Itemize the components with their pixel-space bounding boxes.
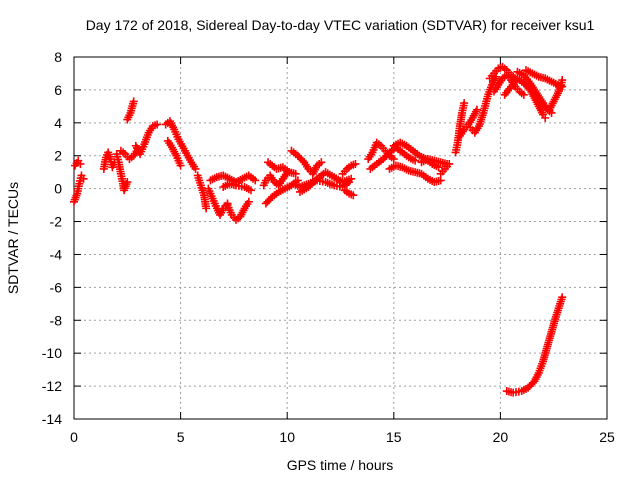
y-tick-label: 2 (54, 148, 62, 164)
data-point (202, 204, 211, 213)
y-tick-label: -6 (50, 279, 63, 295)
x-tick-label: 15 (386, 429, 402, 445)
data-point (558, 293, 567, 302)
data-point (541, 113, 550, 122)
x-tick-labels: 0 5 10 15 20 25 (70, 429, 615, 445)
data-point (123, 178, 132, 187)
data-point (191, 164, 200, 173)
axis-ticks (73, 56, 608, 420)
y-axis-label: SDTVAR / TECUs (5, 182, 21, 294)
x-tick-label: 5 (177, 429, 185, 445)
y-tick-label: -8 (50, 312, 63, 328)
data-point (251, 176, 260, 185)
data-point (349, 191, 358, 200)
y-tick-label: 4 (54, 115, 62, 131)
y-tick-label: -14 (42, 411, 62, 427)
data-point (176, 161, 185, 170)
data-point (445, 159, 454, 168)
data-point (460, 99, 469, 108)
data-point (246, 186, 255, 195)
data-point (79, 174, 88, 183)
y-tick-label: 0 (54, 181, 62, 197)
data-point (291, 169, 300, 178)
data-point (411, 156, 420, 165)
y-tick-label: -2 (50, 214, 63, 230)
data-point (317, 158, 326, 167)
x-tick-label: 20 (493, 429, 509, 445)
data-point (351, 159, 360, 168)
y-tick-labels: -14 -12 -10 -8 -6 -4 -2 0 2 4 6 8 (42, 49, 62, 427)
x-tick-label: 10 (279, 429, 295, 445)
data-point (129, 97, 138, 106)
y-tick-label: -10 (42, 345, 62, 361)
y-tick-label: 8 (54, 49, 62, 65)
chart-title: Day 172 of 2018, Sidereal Day-to-day VTE… (86, 17, 595, 33)
data-point (519, 90, 528, 99)
x-tick-label: 0 (70, 429, 78, 445)
data-point (153, 120, 162, 129)
data-point (389, 155, 398, 164)
y-tick-label: -4 (50, 246, 63, 262)
data-point (347, 174, 356, 183)
y-tick-label: 6 (54, 82, 62, 98)
data-point (472, 105, 481, 114)
data-point (244, 197, 253, 206)
data-point (76, 159, 85, 168)
data-points (70, 62, 567, 397)
x-tick-label: 25 (599, 429, 615, 445)
x-axis-label: GPS time / hours (287, 457, 394, 473)
y-tick-label: -12 (42, 378, 62, 394)
data-point (558, 76, 567, 85)
plot-frame (73, 56, 608, 420)
